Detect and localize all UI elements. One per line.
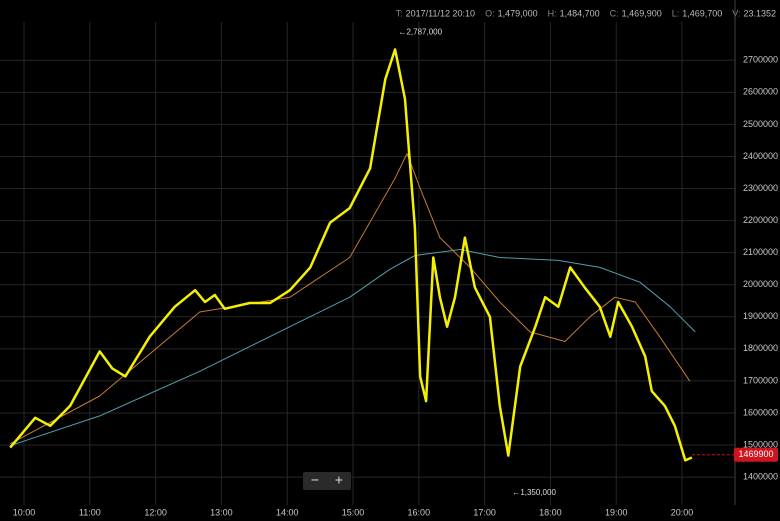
info-label: O: [485, 8, 495, 18]
x-tick-label: 18:00 [539, 507, 562, 517]
info-label: C: [610, 8, 619, 18]
info-label: L: [672, 8, 680, 18]
x-tick-label: 20:00 [671, 507, 694, 517]
y-tick-label: 1400000 [743, 471, 778, 481]
info-value: 23.1352 [743, 8, 776, 18]
y-tick-label: 2000000 [743, 279, 778, 289]
x-tick-label: 10:00 [13, 507, 36, 517]
y-tick-label: 1900000 [743, 311, 778, 321]
zoom-controls: − + [303, 472, 351, 490]
y-tick-label: 2400000 [743, 151, 778, 161]
annotation: ←2,787,000 [398, 27, 442, 36]
price-line [10, 249, 696, 447]
x-tick-label: 17:00 [473, 507, 496, 517]
last-price-label: 1469900 [738, 449, 773, 459]
y-tick-label: 2100000 [743, 247, 778, 257]
info-value: 1,469,700 [682, 8, 722, 18]
x-tick-label: 12:00 [144, 507, 167, 517]
y-tick-label: 2700000 [743, 55, 778, 65]
y-tick-label: 2600000 [743, 87, 778, 97]
y-tick-label: 2500000 [743, 119, 778, 129]
y-tick-label: 2300000 [743, 183, 778, 193]
y-tick-label: 1500000 [743, 439, 778, 449]
last-price-box [734, 447, 778, 462]
price-line [9, 48, 693, 462]
price-line [9, 153, 691, 445]
info-label: V: [732, 8, 740, 18]
info-value: 1,469,900 [622, 8, 662, 18]
zoom-out[interactable]: − [311, 472, 319, 488]
zoom-in[interactable]: + [335, 472, 343, 488]
y-tick-label: 1600000 [743, 407, 778, 417]
x-tick-label: 16:00 [408, 507, 431, 517]
x-tick-label: 19:00 [605, 507, 628, 517]
x-tick-label: 13:00 [210, 507, 233, 517]
annotation: ←1,350,000 [512, 488, 556, 497]
info-value: 1,484,700 [560, 8, 600, 18]
zoom-panel [303, 472, 351, 490]
x-tick-label: 11:00 [79, 507, 101, 517]
x-tick-label: 14:00 [276, 507, 299, 517]
info-value: 1,479,000 [498, 8, 538, 18]
info-label: H: [548, 8, 557, 18]
info-value: 2017/11/12 20:10 [406, 8, 475, 18]
y-tick-label: 1800000 [743, 343, 778, 353]
y-tick-label: 2200000 [743, 215, 778, 225]
info-label: T: [396, 8, 403, 18]
y-tick-label: 1700000 [743, 375, 778, 385]
x-tick-label: 15:00 [342, 507, 365, 517]
